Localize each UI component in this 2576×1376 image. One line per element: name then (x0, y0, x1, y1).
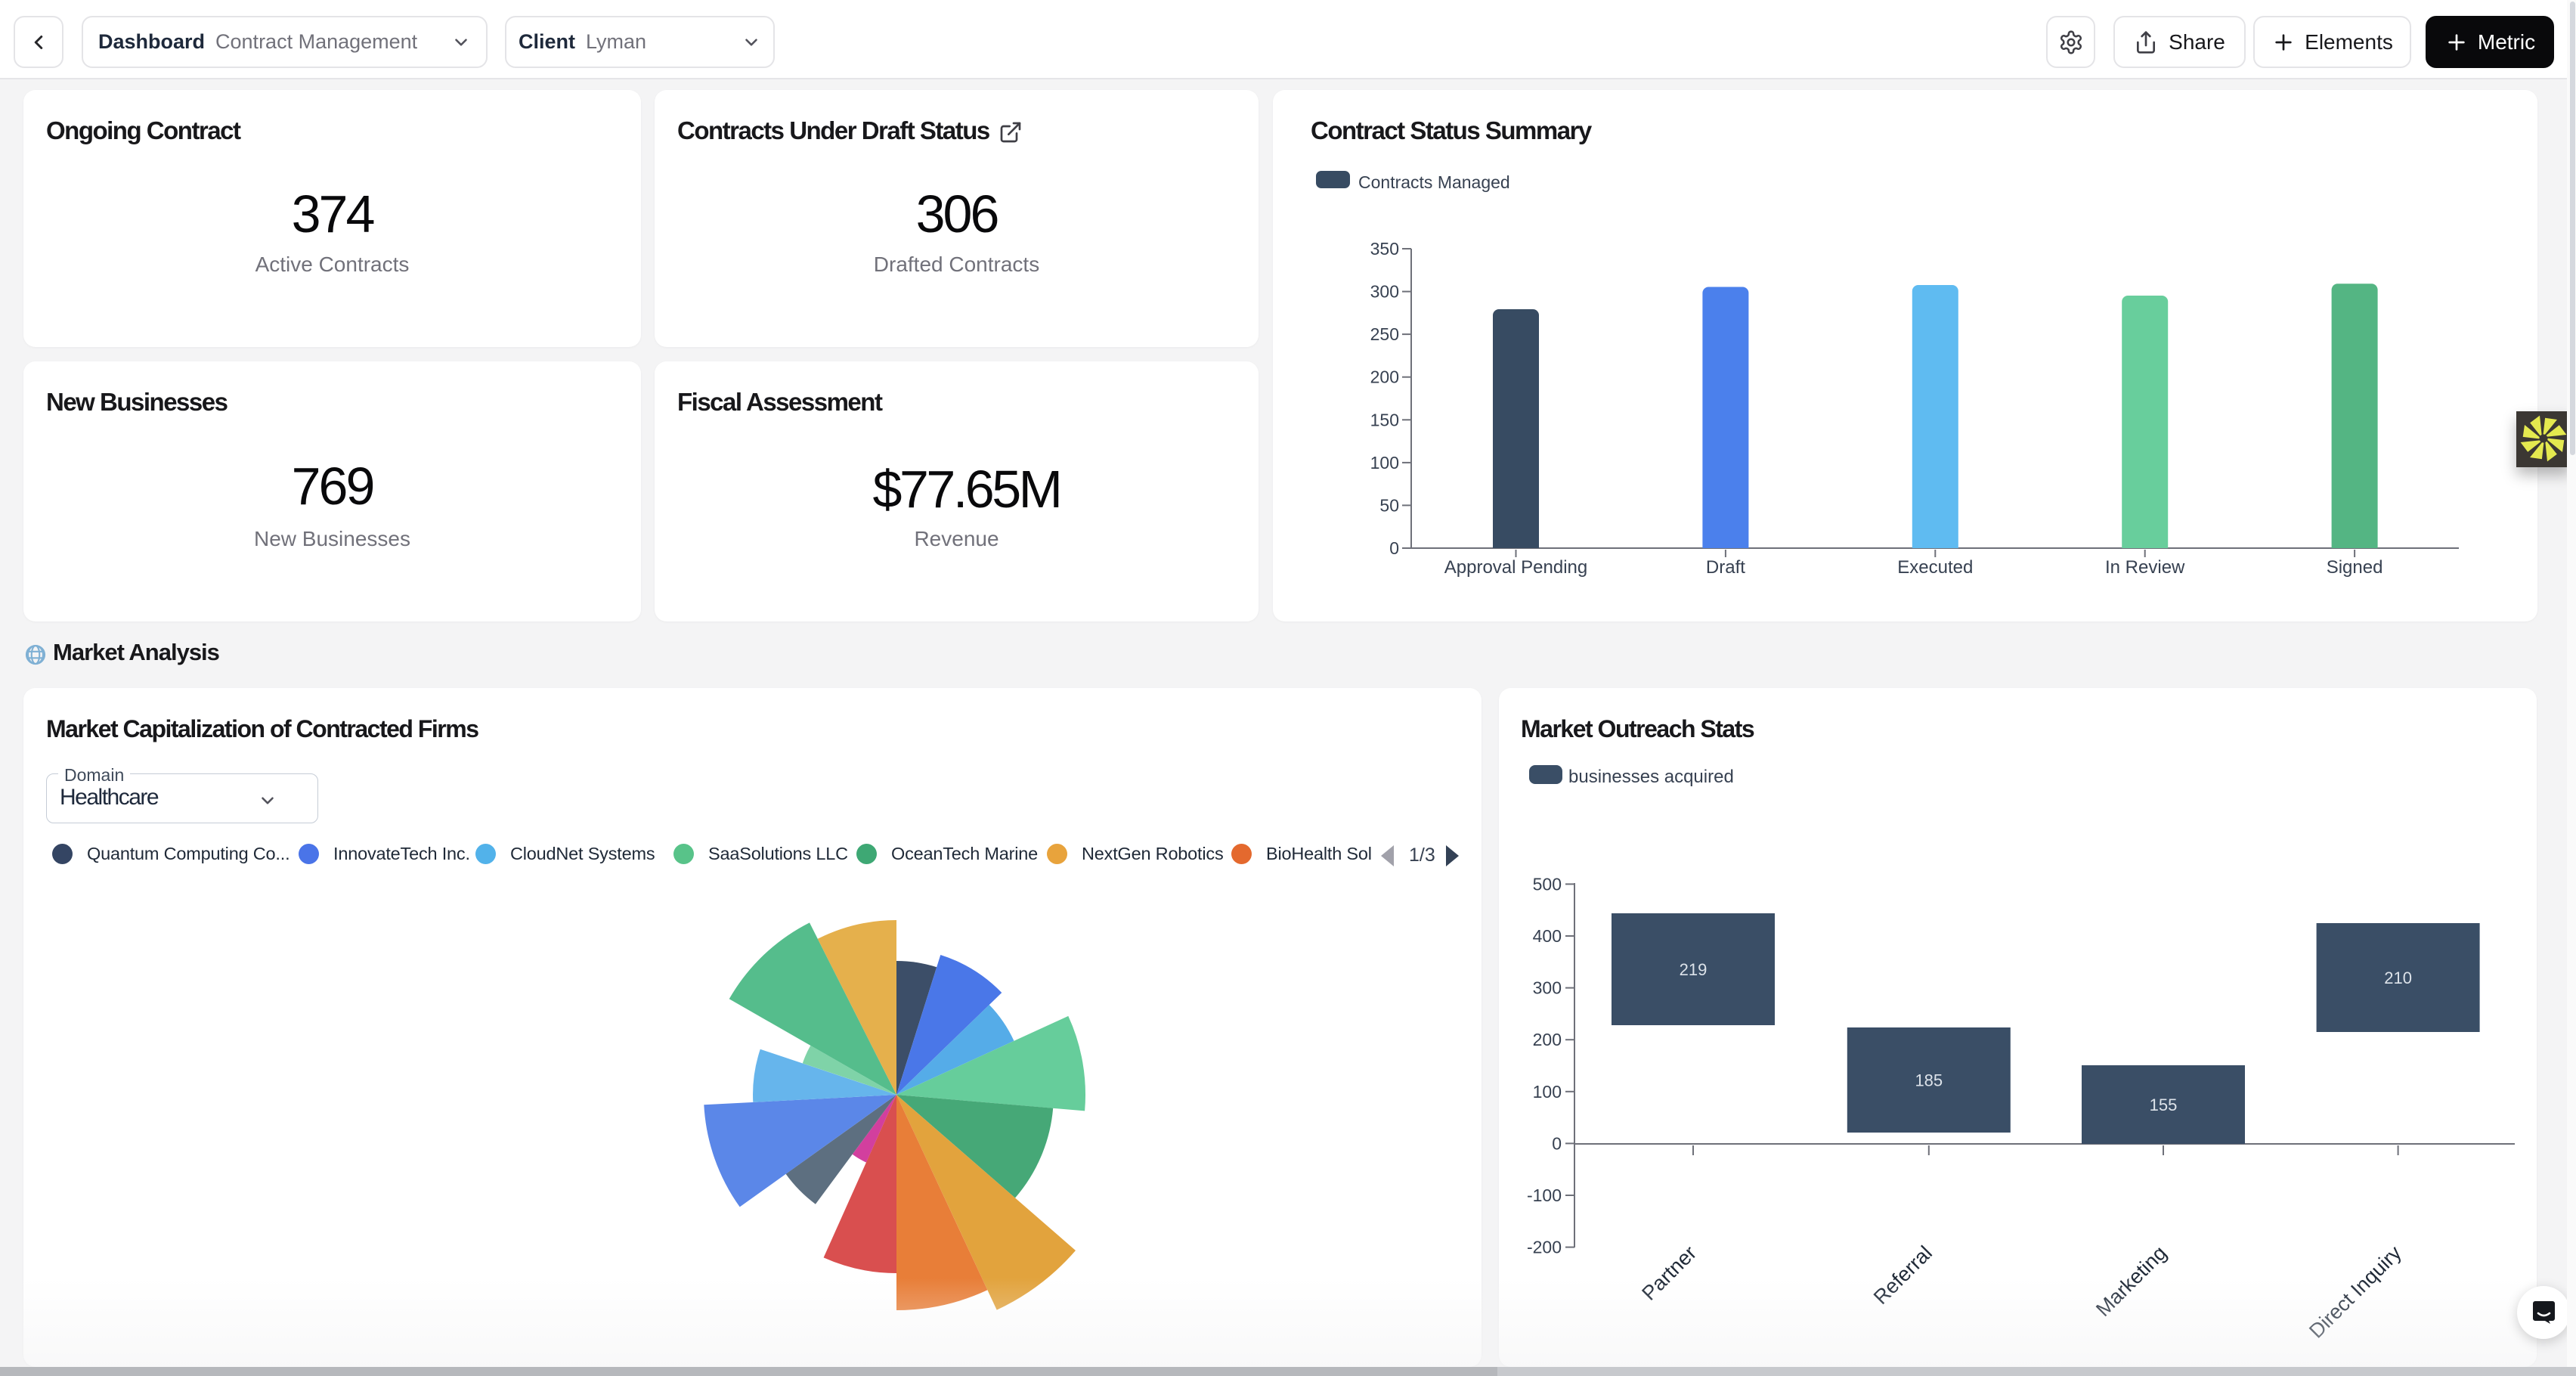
svg-text:Signed: Signed (2327, 557, 2383, 578)
svg-text:Draft: Draft (1706, 557, 1745, 578)
svg-text:500: 500 (1533, 874, 1562, 894)
svg-text:200: 200 (1533, 1030, 1562, 1049)
svg-text:100: 100 (1533, 1082, 1562, 1102)
svg-text:Partner: Partner (1637, 1241, 1701, 1305)
svg-text:150: 150 (1370, 410, 1399, 429)
svg-text:219: 219 (1680, 960, 1708, 979)
svg-text:Marketing: Marketing (2091, 1241, 2171, 1321)
svg-text:-100: -100 (1527, 1185, 1562, 1205)
svg-text:300: 300 (1533, 978, 1562, 998)
svg-text:0: 0 (1389, 538, 1399, 558)
svg-text:185: 185 (1915, 1071, 1943, 1090)
svg-text:0: 0 (1552, 1133, 1562, 1153)
svg-text:In Review: In Review (2105, 557, 2185, 578)
svg-text:400: 400 (1533, 926, 1562, 946)
svg-text:-200: -200 (1527, 1238, 1562, 1257)
svg-text:300: 300 (1370, 282, 1399, 302)
svg-text:Referral: Referral (1869, 1241, 1937, 1309)
svg-text:350: 350 (1370, 239, 1399, 259)
svg-text:250: 250 (1370, 324, 1399, 344)
svg-text:Executed: Executed (1897, 557, 1973, 578)
svg-text:Approval Pending: Approval Pending (1444, 557, 1587, 578)
svg-text:Direct Inquiry: Direct Inquiry (2305, 1241, 2406, 1343)
svg-text:100: 100 (1370, 453, 1399, 473)
svg-text:210: 210 (2384, 968, 2412, 987)
svg-text:155: 155 (2150, 1096, 2178, 1114)
svg-text:50: 50 (1379, 495, 1399, 515)
svg-text:200: 200 (1370, 367, 1399, 387)
